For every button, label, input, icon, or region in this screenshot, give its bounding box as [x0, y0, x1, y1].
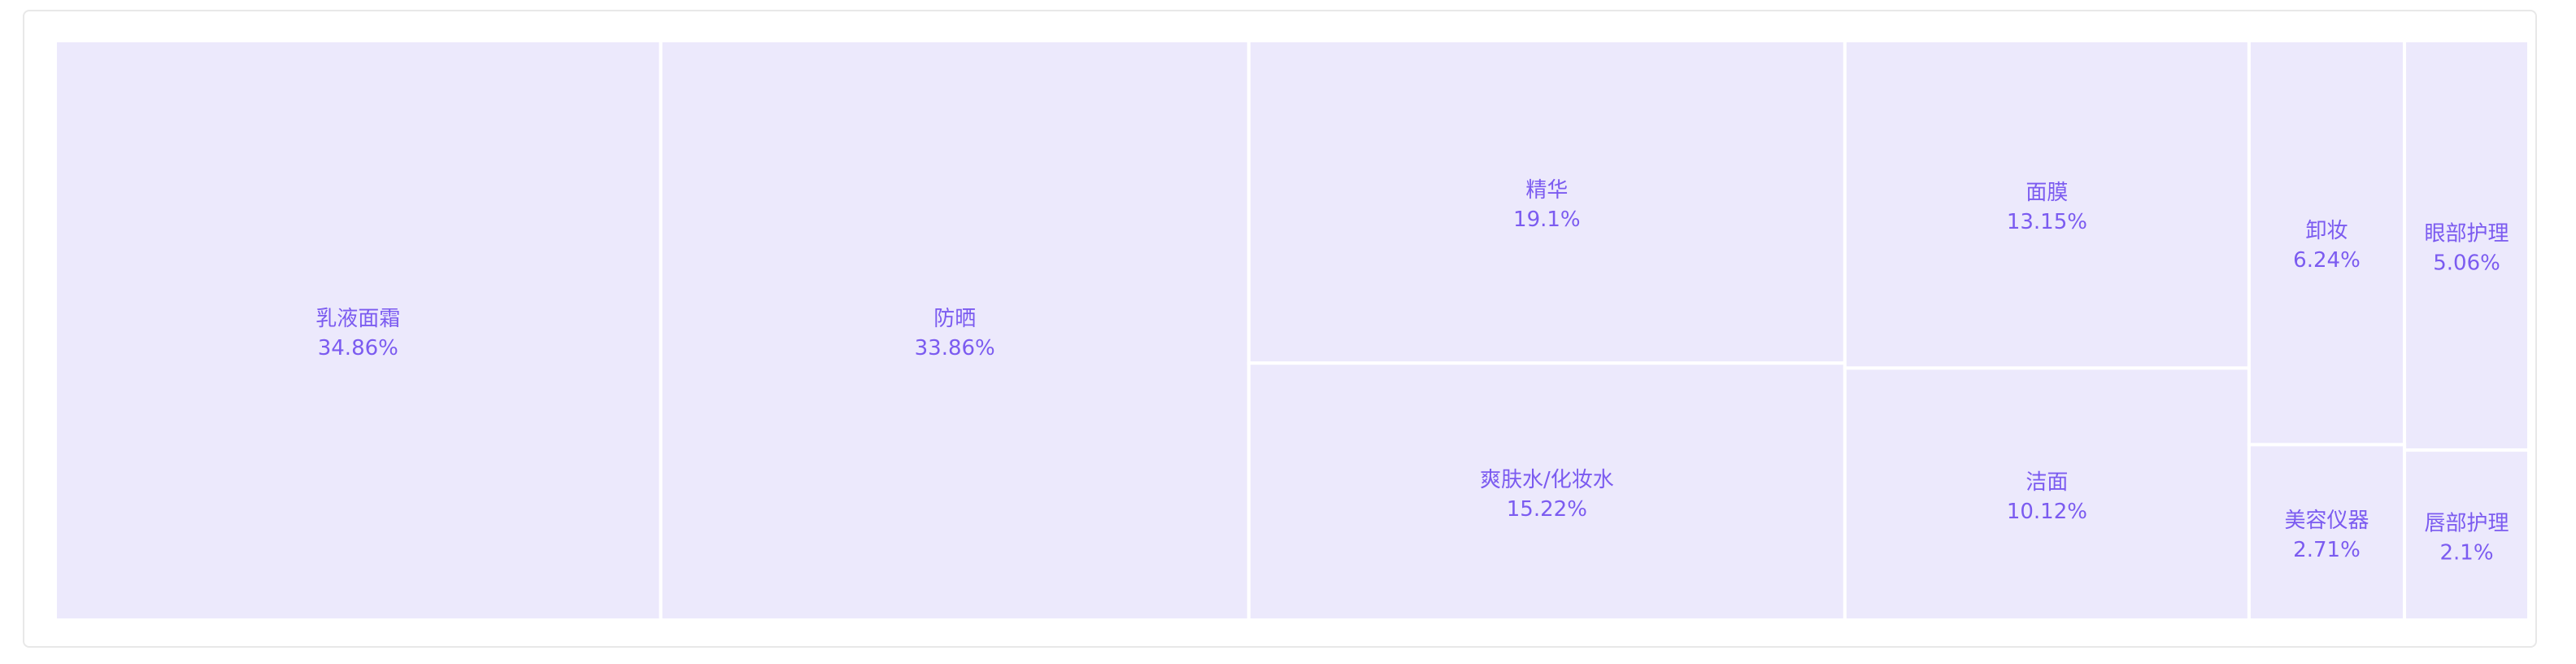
- tile-name-label: 乳液面霜: [315, 307, 400, 331]
- treemap-tile-rect: [2247, 39, 2407, 447]
- treemap-tile-rect: [2403, 448, 2530, 622]
- treemap-tile[interactable]: 美容仪器 2.71%: [2247, 443, 2407, 622]
- tile-name-label: 美容仪器: [2284, 509, 2369, 533]
- treemap-tile[interactable]: 精华 19.1%: [1247, 39, 1847, 365]
- treemap-tile-rect: [1843, 366, 2251, 622]
- tile-name-label: 卸妆: [2305, 219, 2348, 243]
- tile-value-label: 2.1%: [2440, 541, 2494, 566]
- treemap-tile[interactable]: 眼部护理 5.06%: [2403, 39, 2530, 452]
- treemap-tile[interactable]: 防晒 33.86%: [659, 39, 1251, 622]
- treemap-tile[interactable]: 卸妆 6.24%: [2247, 39, 2407, 447]
- treemap-tile-rect: [1843, 39, 2251, 370]
- treemap-tile[interactable]: 洁面 10.12%: [1843, 366, 2251, 622]
- tile-value-label: 2.71%: [2293, 538, 2361, 562]
- treemap-tile-rect: [1247, 361, 1847, 622]
- treemap-tile[interactable]: 面膜 13.15%: [1843, 39, 2251, 370]
- tile-name-label: 面膜: [2026, 181, 2068, 205]
- treemap-tile[interactable]: 唇部护理 2.1%: [2403, 448, 2530, 622]
- treemap-tile-rect: [659, 39, 1251, 622]
- tile-value-label: 34.86%: [318, 336, 398, 360]
- treemap-tile-rect: [1247, 39, 1847, 365]
- tile-value-label: 19.1%: [1513, 208, 1581, 232]
- treemap-tile[interactable]: 爽肤水/化妆水 15.22%: [1247, 361, 1847, 622]
- treemap-tile[interactable]: 乳液面霜 34.86%: [54, 39, 663, 622]
- tile-name-label: 爽肤水/化妆水: [1480, 468, 1614, 492]
- treemap-tile-rect: [54, 39, 663, 622]
- tile-value-label: 15.22%: [1507, 497, 1587, 522]
- treemap-tile-rect: [2247, 443, 2407, 622]
- tile-name-label: 唇部护理: [2425, 512, 2509, 536]
- tile-name-label: 洁面: [2026, 470, 2068, 495]
- tile-name-label: 眼部护理: [2425, 222, 2509, 247]
- tile-name-label: 防晒: [933, 307, 976, 331]
- tile-name-label: 精华: [1525, 178, 1568, 203]
- tile-value-label: 13.15%: [2007, 210, 2087, 234]
- tile-value-label: 33.86%: [915, 336, 995, 360]
- tile-value-label: 10.12%: [2007, 500, 2087, 524]
- tile-value-label: 5.06%: [2433, 251, 2500, 276]
- tile-value-label: 6.24%: [2293, 248, 2361, 273]
